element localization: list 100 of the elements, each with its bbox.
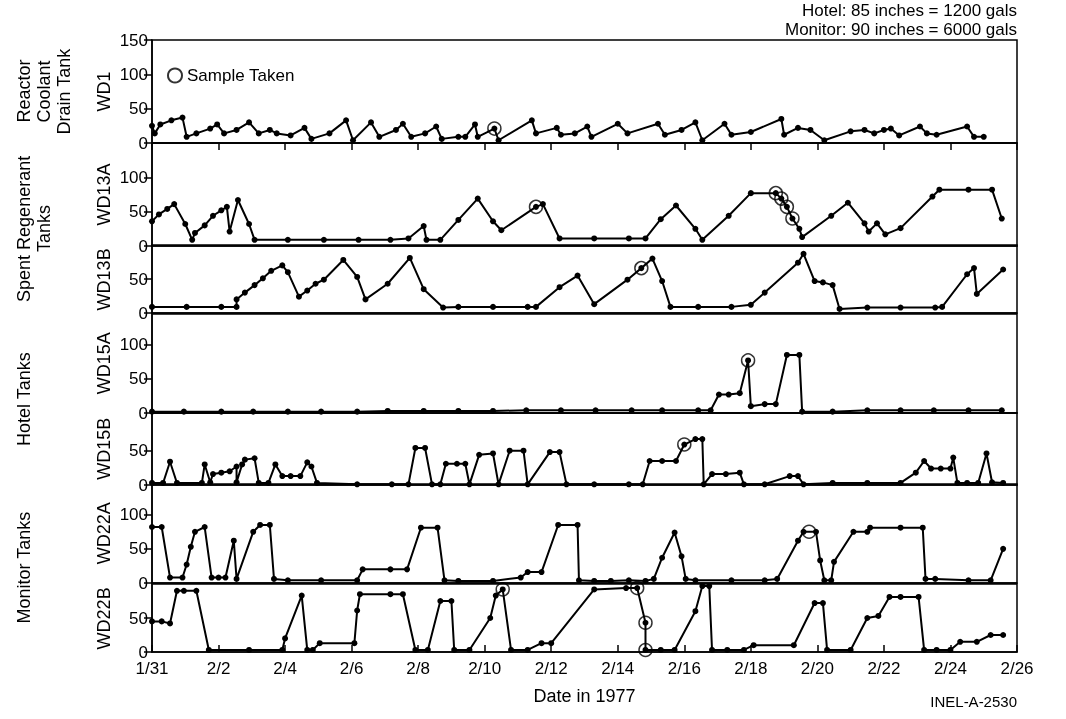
x-tick-label: 2/10 (468, 658, 502, 678)
point (939, 304, 946, 310)
point (233, 296, 240, 303)
point (405, 235, 412, 242)
point (973, 291, 980, 298)
point (251, 282, 258, 289)
point (218, 304, 225, 310)
point (774, 190, 789, 206)
y-tick-label: 50 (129, 368, 148, 388)
point (836, 306, 843, 313)
point (768, 185, 784, 200)
point (171, 200, 178, 207)
y-tick-label: 150 (119, 30, 148, 50)
y-tick-label: 100 (119, 64, 148, 84)
point (747, 402, 754, 409)
x-tick-label: 2/16 (667, 658, 701, 678)
x-tick-label: 2/6 (339, 658, 364, 678)
x-tick-label: 2/12 (534, 658, 568, 678)
point (495, 581, 510, 597)
point (964, 271, 971, 278)
text: Reactor Coolant Drain Tank (14, 47, 75, 137)
point (149, 304, 155, 310)
point (799, 233, 806, 240)
point (490, 304, 497, 310)
point (420, 286, 427, 293)
point (574, 272, 581, 279)
point (728, 304, 735, 310)
point (638, 615, 653, 630)
text: INEL-A-2530 (930, 692, 1017, 711)
point (155, 210, 162, 217)
point (692, 225, 699, 232)
point (241, 289, 248, 296)
y-tick-label: 50 (129, 269, 148, 289)
point (897, 224, 904, 231)
point (779, 199, 795, 214)
point (304, 287, 311, 294)
point (532, 304, 539, 310)
x-tick-label: 2/20 (800, 658, 834, 678)
y-axis-title: WD13A (94, 161, 114, 228)
y-tick-label: 100 (119, 167, 148, 187)
y-axis-title: WD15B (94, 416, 114, 482)
point (800, 250, 807, 257)
y-tick-label: 0 (138, 403, 148, 423)
y-tick-label: 50 (129, 99, 148, 119)
point (223, 203, 230, 210)
point (226, 228, 233, 235)
point (233, 304, 240, 310)
legend-label: Sample Taken (187, 66, 295, 85)
point (998, 215, 1005, 222)
y-axis-title: WD13B (94, 247, 114, 313)
text: Hotel Tanks (14, 351, 35, 448)
x-tick-label: 2/24 (933, 658, 968, 678)
point (420, 222, 427, 229)
x-tick-label: 2/4 (273, 658, 297, 678)
point (556, 284, 563, 291)
point (971, 265, 978, 272)
x-tick-label: 2/26 (1000, 658, 1034, 678)
point (725, 212, 732, 219)
point (210, 212, 216, 219)
point (440, 304, 447, 311)
point (865, 228, 872, 235)
point (829, 282, 836, 289)
y-tick-label: 0 (138, 475, 148, 495)
point (556, 235, 563, 242)
point (498, 226, 505, 233)
y-axis-title: WD22B (94, 585, 114, 652)
point (699, 236, 706, 243)
point (320, 236, 327, 243)
point (218, 206, 225, 213)
point (794, 259, 801, 266)
y-tick-label: 100 (119, 334, 148, 354)
point (629, 580, 645, 595)
point (844, 199, 851, 206)
point (828, 212, 835, 219)
point (932, 304, 939, 311)
x-axis-title: Date in 1977 (533, 685, 636, 706)
point (1000, 266, 1007, 273)
point (384, 280, 391, 287)
point (284, 269, 291, 276)
x-tick-label: 2/22 (867, 658, 901, 678)
point (387, 236, 394, 243)
point (295, 293, 302, 300)
point (474, 195, 481, 202)
point (182, 220, 189, 227)
point (657, 215, 664, 222)
point (811, 278, 818, 285)
text: Hotel: 85 inches = 1200 gals (801, 1, 1017, 20)
text: Spent Regenerant Tanks (14, 154, 55, 304)
point (284, 236, 291, 243)
point (936, 186, 943, 193)
text: Monitor: 90 inches = 6000 gals (784, 20, 1017, 39)
y-tick-label: 50 (129, 440, 148, 460)
point (591, 301, 598, 308)
point (234, 196, 241, 203)
point (259, 275, 266, 282)
x-tick-label: 2/8 (406, 658, 430, 678)
point (201, 221, 208, 228)
x-tick-label: 2/2 (206, 658, 231, 678)
point (740, 352, 756, 368)
y-axis-title: WD15A (94, 331, 114, 397)
